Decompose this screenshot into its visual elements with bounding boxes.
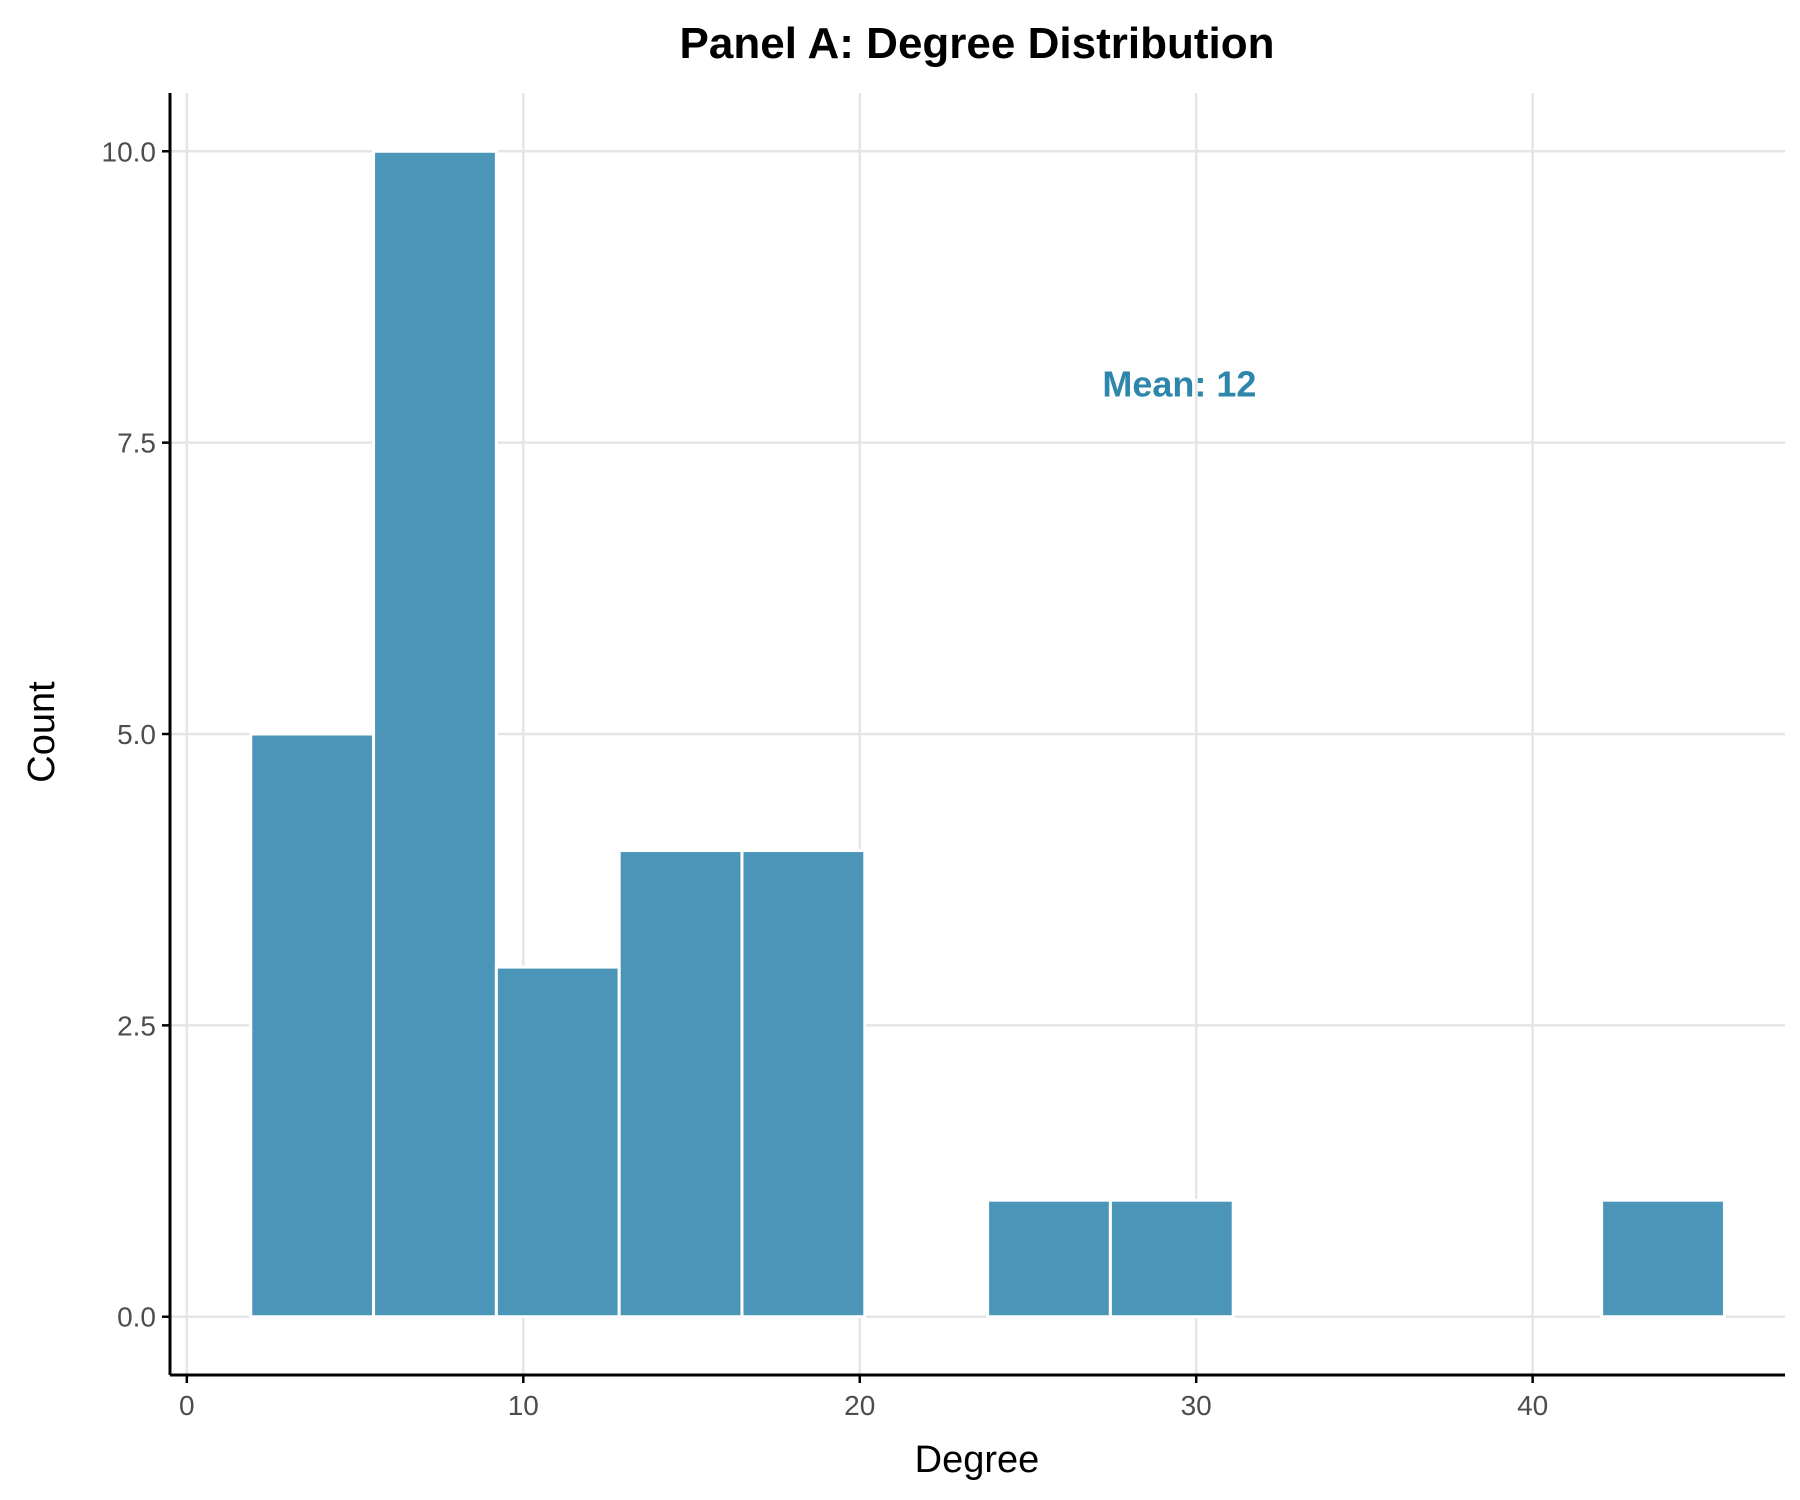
histogram-bars — [249, 149, 1726, 1319]
mean-annotation: Mean: 12 — [1102, 363, 1256, 404]
histogram-bar-6 — [986, 1198, 1112, 1319]
x-tick-label-2: 20 — [844, 1390, 875, 1421]
histogram-bar-4 — [740, 849, 867, 1319]
histogram-bar-1 — [372, 149, 498, 1319]
y-tick-label-0: 0.0 — [117, 1302, 156, 1333]
y-axis-title: Count — [21, 681, 63, 783]
chart-title: Panel A: Degree Distribution — [680, 19, 1275, 68]
histogram-bar-11 — [1600, 1198, 1726, 1319]
tick-labels: 0 10 20 30 40 0.0 2.5 5.0 7.5 10.0 — [102, 136, 1549, 1421]
histogram-bar-3 — [617, 849, 744, 1319]
x-tick-label-3: 30 — [1181, 1390, 1212, 1421]
histogram-bar-7 — [1108, 1198, 1235, 1319]
y-tick-label-2: 5.0 — [117, 719, 156, 750]
x-axis-title: Degree — [915, 1439, 1040, 1481]
histogram-bar-0 — [249, 732, 376, 1319]
y-tick-label-3: 7.5 — [117, 428, 156, 459]
y-tick-label-4: 10.0 — [102, 136, 157, 167]
y-tick-label-1: 2.5 — [117, 1010, 156, 1041]
x-tick-label-4: 40 — [1517, 1390, 1548, 1421]
x-tick-label-1: 10 — [508, 1390, 539, 1421]
histogram-bar-2 — [494, 965, 621, 1319]
x-tick-label-0: 0 — [179, 1390, 195, 1421]
